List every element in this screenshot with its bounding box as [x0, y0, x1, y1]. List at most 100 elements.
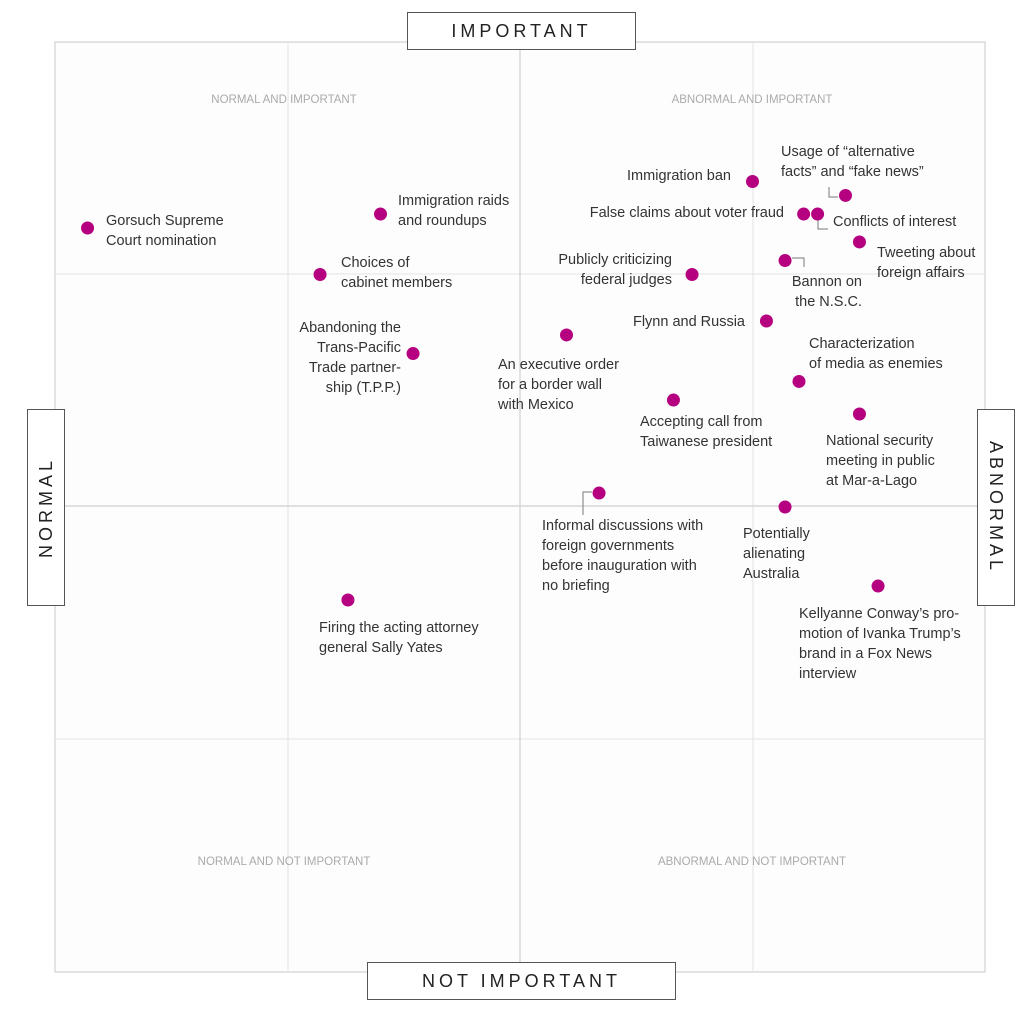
point-label-line: Trade partner-: [308, 360, 401, 376]
point-label-line: for a border wall: [498, 377, 602, 393]
point-label-line: Usage of “alternative: [781, 144, 915, 160]
point-label: Publicly criticizing federal judges: [558, 250, 672, 290]
leader-line: [817, 219, 828, 230]
data-point: [560, 328, 573, 342]
leader-line: [792, 257, 805, 267]
point-label: Conflicts of interest: [833, 212, 956, 232]
point-label-line: of media as enemies: [809, 356, 943, 372]
point-label-line: Immigration raids: [398, 193, 510, 209]
point-label: An executive order for a border wall with …: [498, 355, 619, 415]
leader-line: [828, 187, 838, 198]
point-label-line: Taiwanese president: [640, 434, 773, 450]
point-label-line: facts” and “fake news”: [781, 164, 924, 180]
point-label-line: An executive order: [498, 357, 619, 373]
point-label-line: Flynn and Russia: [632, 314, 745, 330]
point-label-line: Gorsuch Supreme: [106, 213, 224, 229]
data-point: [81, 221, 95, 235]
quadrant-label-bottom-right: ABNORMAL AND NOT IMPORTANT: [657, 856, 847, 868]
point-label-line: Immigration ban: [627, 168, 731, 184]
data-point: [778, 500, 792, 514]
point-label: Gorsuch Supreme Court nomination: [106, 211, 224, 251]
point-label: Immigration raids and roundups: [398, 191, 509, 231]
quadrant-label-bottom-left: NORMAL AND NOT IMPORTANT: [197, 856, 371, 868]
data-point: [746, 175, 759, 188]
data-point: [313, 268, 327, 281]
point-label: Accepting call from Taiwanese president: [640, 412, 772, 452]
point-label: National security meeting in public at Mar…: [826, 431, 935, 491]
point-label-line: interview: [799, 666, 857, 682]
point-label: Choices of cabinet members: [341, 253, 452, 293]
axis-label-right: ABNORMAL: [977, 409, 1015, 606]
point-label-line: Kellyanne Conway’s pro-: [799, 606, 960, 622]
point-label-line: Conflicts of interest: [833, 214, 957, 230]
point-label-line: Potentially: [743, 526, 810, 542]
point-label-line: no briefing: [542, 578, 610, 594]
point-label-line: before inauguration with: [542, 558, 697, 574]
axis-label-left: NORMAL: [27, 409, 65, 606]
point-label-line: the N.S.C.: [795, 294, 862, 310]
point-label-line: Firing the acting attorney: [319, 620, 479, 636]
point-label: Bannon on the N.S.C.: [792, 272, 862, 312]
point-label-line: National security: [826, 433, 934, 449]
points: [81, 175, 885, 607]
point-label: Flynn and Russia: [633, 312, 745, 332]
point-label-line: ship (T.P.P.): [325, 380, 401, 396]
point-label: Characterization of media as enemies: [809, 334, 943, 374]
axis-label-bottom: NOT IMPORTANT: [367, 962, 676, 1000]
quadrant-label-top-left: NORMAL AND IMPORTANT: [211, 94, 357, 106]
data-point: [797, 207, 811, 221]
point-label-line: alienating: [743, 546, 806, 562]
data-point: [852, 235, 866, 249]
point-label-line: foreign affairs: [877, 265, 965, 281]
data-point: [792, 374, 806, 388]
point-label: Abandoning the Trans-Pacific Trade partner…: [299, 318, 401, 398]
data-point: [839, 188, 852, 202]
point-label: Informal discussions with foreign governm…: [542, 516, 703, 596]
data-point: [666, 393, 680, 407]
point-label: Potentially alienating Australia: [743, 524, 810, 584]
point-label-line: motion of Ivanka Trump’s: [799, 626, 961, 642]
point-label: Immigration ban: [627, 166, 731, 186]
point-label-line: Informal discussions with: [542, 518, 704, 534]
data-point: [685, 268, 699, 281]
point-label-line: and roundups: [398, 213, 487, 229]
point-label-line: general Sally Yates: [319, 640, 443, 656]
point-label-line: Characterization: [809, 336, 915, 352]
point-label-line: brand in a Fox News: [799, 646, 932, 662]
point-label-line: Choices of: [341, 255, 410, 271]
data-point: [374, 207, 387, 221]
leader-lines: [582, 187, 838, 515]
point-label-line: Bannon on: [791, 274, 862, 290]
point-label-line: Australia: [743, 566, 800, 582]
point-label-line: at Mar-a-Lago: [826, 473, 918, 489]
point-label-line: meeting in public: [826, 453, 935, 469]
axis-label-top: IMPORTANT: [407, 12, 636, 50]
data-point: [341, 593, 355, 607]
data-point: [871, 579, 885, 593]
data-point: [811, 207, 825, 221]
data-point: [852, 407, 866, 421]
point-label: False claims about voter fraud: [590, 203, 784, 223]
point-label-line: Accepting call from: [640, 414, 763, 430]
point-label: Tweeting about foreign affairs: [877, 243, 975, 283]
axis-label-not-important: NOT IMPORTANT: [421, 970, 621, 991]
point-label-line: with Mexico: [498, 397, 574, 413]
leader-line: [582, 491, 592, 515]
point-label-line: foreign governments: [542, 538, 675, 554]
point-label-line: federal judges: [580, 272, 672, 288]
data-point: [592, 486, 606, 500]
point-label: Kellyanne Conway’s pro-motion of Ivanka …: [799, 604, 961, 684]
axis-label-abnormal: ABNORMAL: [986, 440, 1007, 575]
data-point: [406, 347, 420, 361]
point-label-line: cabinet members: [341, 275, 453, 291]
axis-label-normal: NORMAL: [35, 456, 56, 559]
point-label-line: Trans-Pacific: [316, 340, 401, 356]
point-label-line: False claims about voter fraud: [589, 205, 784, 221]
point-label: Usage of “alternative facts” and “fake ne…: [781, 142, 924, 182]
data-point: [778, 254, 792, 268]
quadrant-label-top-right: ABNORMAL AND IMPORTANT: [671, 94, 833, 106]
point-label-line: Tweeting about: [877, 245, 976, 261]
point-label: Firing the acting attorney general Sally …: [319, 618, 479, 658]
point-label-line: Publicly criticizing: [558, 252, 672, 268]
data-point: [759, 314, 773, 328]
